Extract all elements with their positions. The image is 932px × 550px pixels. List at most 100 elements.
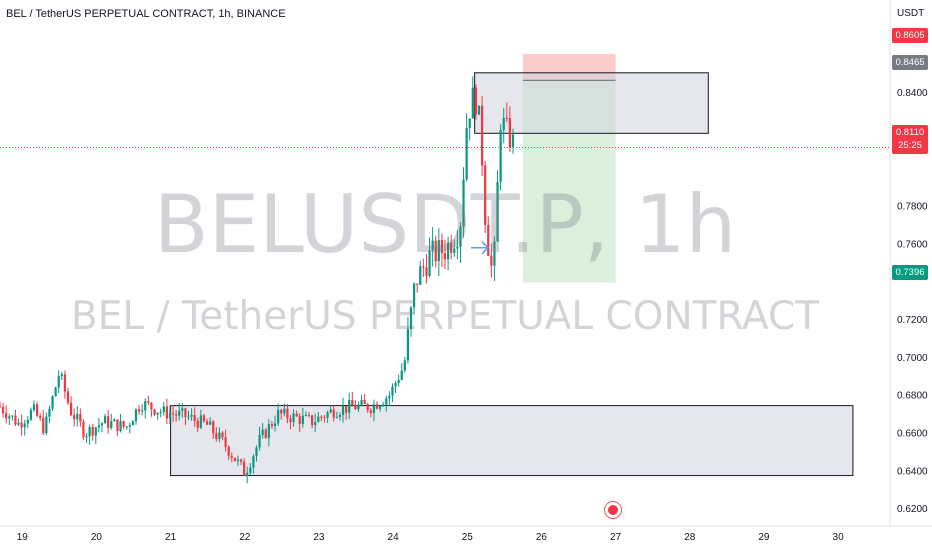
candle-body <box>94 427 97 436</box>
candle-body <box>190 414 193 417</box>
price-tick-label: 0.7200 <box>897 315 928 326</box>
candle-body <box>100 423 104 426</box>
overlay <box>0 146 890 255</box>
candle-body <box>354 405 357 410</box>
candle-body <box>113 419 116 422</box>
candle-body <box>168 413 172 419</box>
candle-body <box>307 414 311 416</box>
candle-body <box>20 422 23 428</box>
entry-price-tag: 0.8465 <box>892 55 928 70</box>
time-tick-label: 24 <box>388 532 400 543</box>
candle-body <box>375 404 379 409</box>
candle-body <box>409 307 413 330</box>
watermark-symbol: BELUSDT.P, 1h <box>153 178 737 271</box>
candle-body <box>270 424 274 427</box>
stop-loss-price-tag: 0.7396 <box>892 265 928 280</box>
candle-body <box>11 415 14 417</box>
candle-body <box>446 242 450 260</box>
candle-body <box>79 413 82 422</box>
price-tick-label: 0.7000 <box>897 353 928 364</box>
take-profit-price-tag: 0.8605 <box>892 28 928 43</box>
candle-body <box>26 419 29 424</box>
candle-body <box>17 422 20 425</box>
time-tick-label: 30 <box>833 532 845 543</box>
candle-body <box>329 409 332 413</box>
time-tick-label: 19 <box>17 532 29 543</box>
time-tick-label: 26 <box>536 532 548 543</box>
candle-body <box>193 414 196 421</box>
candle-body <box>348 399 351 413</box>
candle-body <box>236 459 240 462</box>
candle-body <box>480 105 484 166</box>
candle-body <box>212 421 215 434</box>
candle-body <box>422 266 425 268</box>
candle-body <box>459 226 462 247</box>
candle-body <box>505 117 508 119</box>
candle-body <box>88 426 91 437</box>
candle-body <box>252 456 255 468</box>
candle-body <box>388 395 391 399</box>
candle-body <box>400 370 403 380</box>
candle-body <box>73 415 76 420</box>
economic-event-icon[interactable] <box>604 501 622 519</box>
price-tick-label: 0.7800 <box>897 202 928 213</box>
candle-body <box>412 283 416 308</box>
candle-body <box>511 134 515 148</box>
candle-body <box>243 461 246 476</box>
candle-body <box>403 360 406 371</box>
price-tick-label: 0.6400 <box>897 466 928 477</box>
time-tick-label: 29 <box>758 532 770 543</box>
candle-body <box>42 417 45 434</box>
candle-body <box>165 406 168 419</box>
candle-body <box>264 429 267 438</box>
candle-body <box>103 416 107 424</box>
candle-body <box>456 246 459 249</box>
price-tick-label: 0.6600 <box>897 429 928 440</box>
supply-zone <box>474 72 709 134</box>
candle-body <box>134 409 138 422</box>
candle-body <box>171 413 175 415</box>
candle-body <box>372 404 376 413</box>
candle-body <box>181 408 184 411</box>
candle-body <box>119 421 122 432</box>
candle-body <box>209 421 212 425</box>
candle-body <box>425 267 428 276</box>
candle-body <box>116 419 119 432</box>
candle-body <box>97 425 101 428</box>
candle-body <box>416 283 419 285</box>
candle-body <box>39 415 42 418</box>
time-tick-label: 21 <box>165 532 177 543</box>
candle-body <box>277 409 280 424</box>
candle-body <box>397 379 400 384</box>
candle-body <box>187 416 190 418</box>
candle-body <box>453 248 456 253</box>
candle-body <box>289 418 292 423</box>
candle-body <box>23 423 26 428</box>
candle-body <box>227 446 230 456</box>
candle-body <box>431 240 434 251</box>
candle-body <box>468 118 471 128</box>
candle-body <box>326 412 329 418</box>
candle-body <box>341 405 345 416</box>
candle-body <box>144 401 147 411</box>
candle-body <box>131 421 134 426</box>
candle-body <box>205 421 209 425</box>
candle-body <box>224 437 227 447</box>
candle-body <box>304 414 308 416</box>
candle-body <box>394 383 397 387</box>
candle-body <box>499 129 502 183</box>
candle-body <box>35 404 39 416</box>
candle-body <box>450 242 453 253</box>
candle-body <box>366 403 369 411</box>
candle-body <box>91 426 94 436</box>
candle-body <box>82 421 85 438</box>
candle-body <box>474 87 478 115</box>
price-tick-label: 0.6200 <box>897 504 928 515</box>
candle-body <box>233 457 236 462</box>
candle-body <box>110 421 113 428</box>
candle-body <box>286 408 289 419</box>
candle-body <box>363 400 366 404</box>
candle-body <box>137 409 141 412</box>
candle-body <box>382 404 385 407</box>
